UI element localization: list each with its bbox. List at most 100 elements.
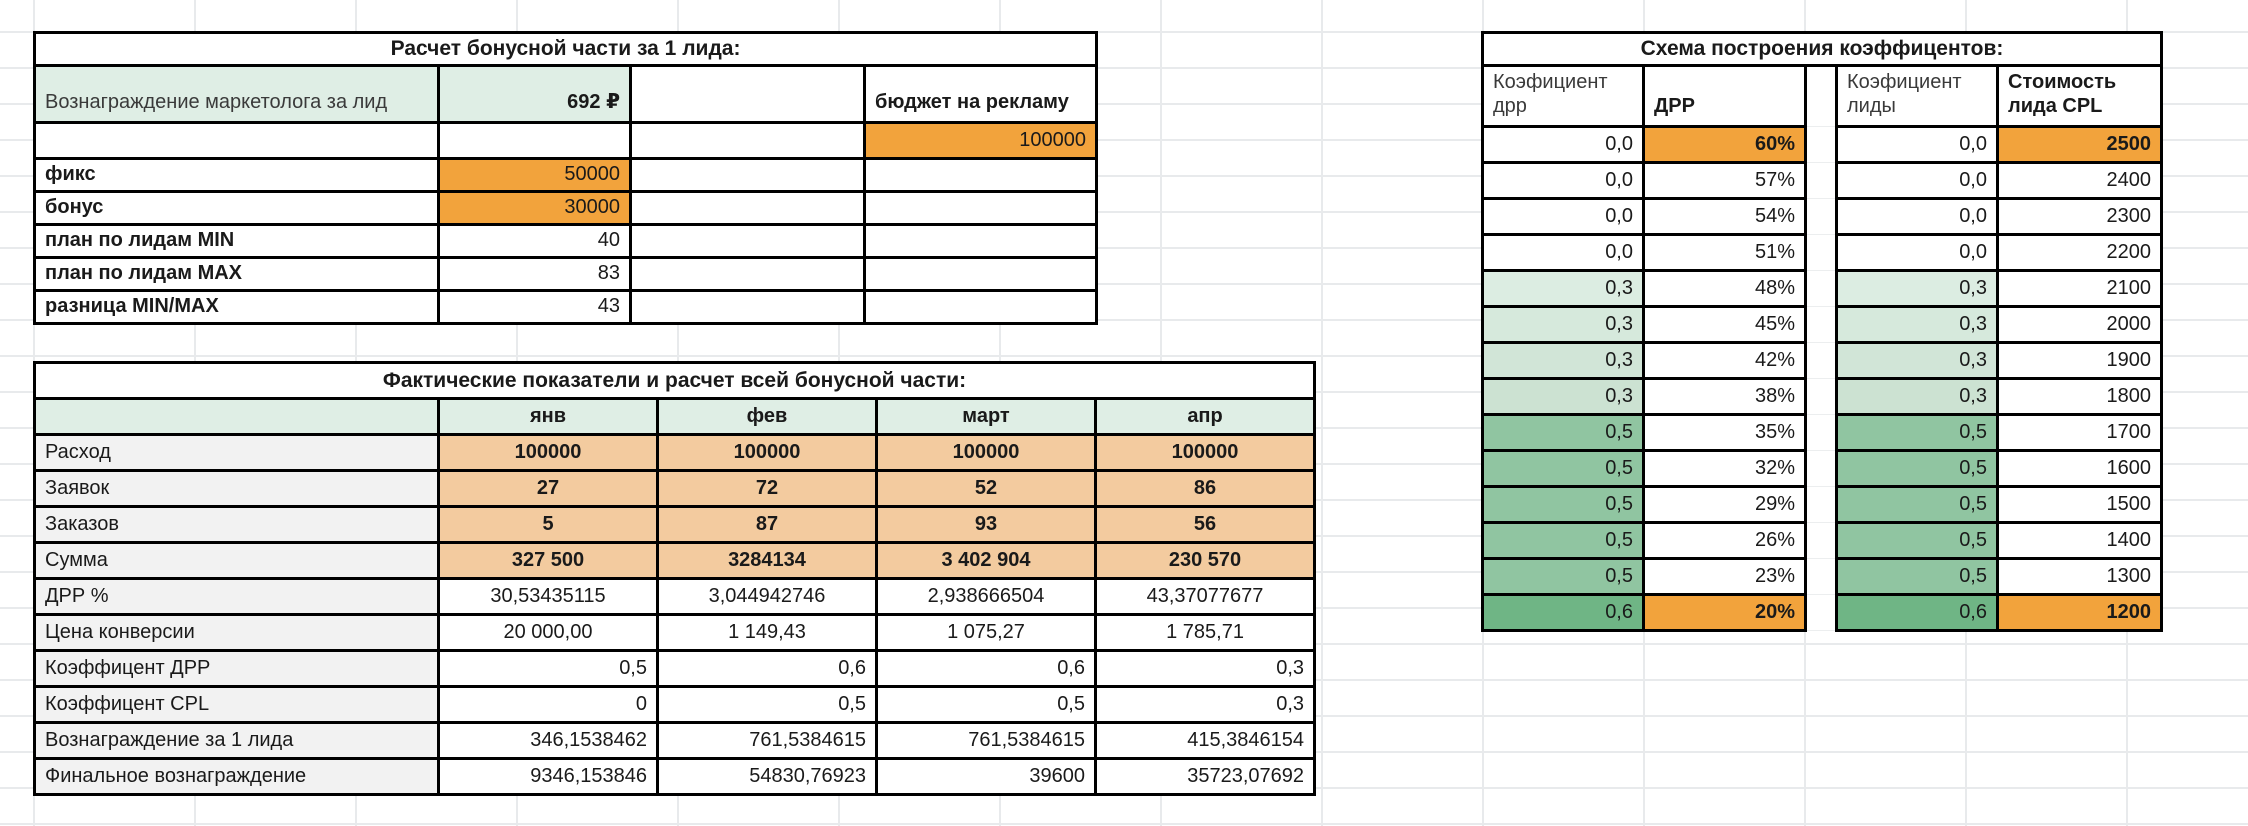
cell-drr-coef[interactable]: 0,0	[1481, 196, 1645, 236]
cell-label[interactable]: бонус	[33, 189, 440, 226]
cell-budget-label[interactable]: бюджет на рекламу	[862, 63, 1099, 124]
cell-cpl-coef[interactable]: 0,5	[1835, 484, 1999, 524]
cell-label[interactable]: Расход	[33, 433, 440, 472]
empty-cell[interactable]	[862, 156, 1099, 193]
cell-drr-coef[interactable]: 0,5	[1481, 412, 1645, 452]
cell-drr-coef[interactable]: 0,3	[1481, 340, 1645, 380]
cell-value[interactable]: 761,5384615	[656, 721, 878, 760]
cell-value[interactable]: 39600	[875, 757, 1097, 796]
empty-cell[interactable]	[629, 63, 866, 124]
cell-label[interactable]: Сумма	[33, 541, 440, 580]
cell-value[interactable]: 9346,153846	[437, 757, 659, 796]
cell-value[interactable]: 2,938666504	[875, 577, 1097, 616]
empty-cell[interactable]	[862, 189, 1099, 226]
cell-cpl-value[interactable]: 2000	[1995, 304, 2164, 344]
facts-title[interactable]: Фактические показатели и расчет всей бон…	[32, 361, 1317, 400]
cell-cpl-coef[interactable]: 0,5	[1835, 520, 1999, 560]
cell-drr-value[interactable]: 45%	[1642, 304, 1807, 344]
cell-value[interactable]: 0,5	[656, 685, 878, 724]
cell-drr-coef-header[interactable]: Коэфициент дрр	[1481, 63, 1645, 128]
cell-value[interactable]: 35723,07692	[1093, 757, 1317, 796]
cell-value[interactable]: 20 000,00	[437, 613, 659, 652]
cell-drr-value[interactable]: 35%	[1642, 412, 1807, 452]
empty-cell[interactable]	[629, 120, 866, 160]
cell-value[interactable]: 30,53435115	[437, 577, 659, 616]
cell-value[interactable]: 3,044942746	[656, 577, 878, 616]
cell-value[interactable]: 100000	[1093, 433, 1317, 472]
cell-label[interactable]: Заявок	[33, 469, 440, 508]
cell-drr-value[interactable]: 48%	[1642, 268, 1807, 308]
empty-cell[interactable]	[33, 120, 440, 160]
empty-cell[interactable]	[437, 120, 632, 160]
cell-reward-value[interactable]: 692 ₽	[437, 63, 632, 124]
empty-cell[interactable]	[862, 255, 1099, 292]
cell-cpl-coef[interactable]: 0,0	[1835, 124, 1999, 164]
cell-cpl-coef[interactable]: 0,3	[1835, 340, 1999, 380]
cell-cpl-coef[interactable]: 0,6	[1835, 592, 1999, 632]
cell-value[interactable]: 87	[656, 505, 878, 544]
cell-value[interactable]: 327 500	[437, 541, 659, 580]
cell-value[interactable]: 50000	[437, 156, 632, 193]
cell-value[interactable]: 230 570	[1093, 541, 1317, 580]
cell-cpl-value[interactable]: 1400	[1995, 520, 2164, 560]
cell-drr-coef[interactable]: 0,3	[1481, 268, 1645, 308]
cell-value[interactable]: 100000	[656, 433, 878, 472]
scheme-title[interactable]: Схема построения коэффицентов:	[1480, 31, 2164, 67]
cell-cpl-coef-header[interactable]: Коэфициент лиды	[1835, 63, 1999, 128]
cell-value[interactable]: 86	[1093, 469, 1317, 508]
cell-drr-coef[interactable]: 0,0	[1481, 232, 1645, 272]
cell-drr-value[interactable]: 54%	[1642, 196, 1807, 236]
cell-drr-value[interactable]: 60%	[1642, 124, 1807, 164]
cell-drr-coef[interactable]: 0,5	[1481, 556, 1645, 596]
empty-cell[interactable]	[629, 222, 866, 259]
cell-value[interactable]: 27	[437, 469, 659, 508]
cell-cpl-value[interactable]: 2200	[1995, 232, 2164, 272]
cell-value[interactable]: 1 075,27	[875, 613, 1097, 652]
cell-cpl-coef[interactable]: 0,0	[1835, 160, 1999, 200]
empty-cell[interactable]	[629, 288, 866, 325]
cell-cpl-coef[interactable]: 0,5	[1835, 556, 1999, 596]
cell-drr-value[interactable]: 57%	[1642, 160, 1807, 200]
bonus-calc-title[interactable]: Расчет бонусной части за 1 лида:	[32, 31, 1099, 67]
cell-month-header[interactable]: апр	[1093, 397, 1317, 436]
cell-drr-coef[interactable]: 0,0	[1481, 160, 1645, 200]
empty-cell[interactable]	[862, 288, 1099, 325]
cell-drr-value[interactable]: 20%	[1642, 592, 1807, 632]
cell-value[interactable]: 415,3846154	[1093, 721, 1317, 760]
cell-value[interactable]: 93	[875, 505, 1097, 544]
cell-value[interactable]: 43	[437, 288, 632, 325]
cell-reward-label[interactable]: Вознаграждение маркетолога за лид	[33, 63, 440, 124]
cell-cpl-coef[interactable]: 0,5	[1835, 412, 1999, 452]
cell-cpl-coef[interactable]: 0,3	[1835, 376, 1999, 416]
cell-value[interactable]: 0,3	[1093, 649, 1317, 688]
cell-value[interactable]: 1 785,71	[1093, 613, 1317, 652]
cell-value[interactable]: 3 402 904	[875, 541, 1097, 580]
cell-drr-coef[interactable]: 0,5	[1481, 520, 1645, 560]
cell-cpl-value[interactable]: 1300	[1995, 556, 2164, 596]
cell-value[interactable]: 0,5	[875, 685, 1097, 724]
cell-label[interactable]: Коэффицент CPL	[33, 685, 440, 724]
cell-value[interactable]: 52	[875, 469, 1097, 508]
cell-value[interactable]: 5	[437, 505, 659, 544]
cell-cpl-value[interactable]: 1500	[1995, 484, 2164, 524]
cell-value[interactable]: 40	[437, 222, 632, 259]
cell-value[interactable]: 346,1538462	[437, 721, 659, 760]
cell-cpl-coef[interactable]: 0,3	[1835, 304, 1999, 344]
cell-value[interactable]: 0,3	[1093, 685, 1317, 724]
cell-label[interactable]: Финальное вознаграждение	[33, 757, 440, 796]
cell-month-header[interactable]: янв	[437, 397, 659, 436]
cell-label[interactable]: Цена конверсии	[33, 613, 440, 652]
cell-cpl-coef[interactable]: 0,0	[1835, 232, 1999, 272]
cell-month-header[interactable]: март	[875, 397, 1097, 436]
cell-budget-value[interactable]: 100000	[862, 120, 1099, 160]
cell-value[interactable]: 3284134	[656, 541, 878, 580]
cell-label[interactable]: фикс	[33, 156, 440, 193]
cell-drr-coef[interactable]: 0,6	[1481, 592, 1645, 632]
cell-value[interactable]: 0	[437, 685, 659, 724]
empty-cell[interactable]	[629, 189, 866, 226]
cell-drr-coef[interactable]: 0,0	[1481, 124, 1645, 164]
cell-cpl-value[interactable]: 2500	[1995, 124, 2164, 164]
cell-value[interactable]: 100000	[875, 433, 1097, 472]
cell-drr-value[interactable]: 32%	[1642, 448, 1807, 488]
cell-cpl-coef[interactable]: 0,5	[1835, 448, 1999, 488]
